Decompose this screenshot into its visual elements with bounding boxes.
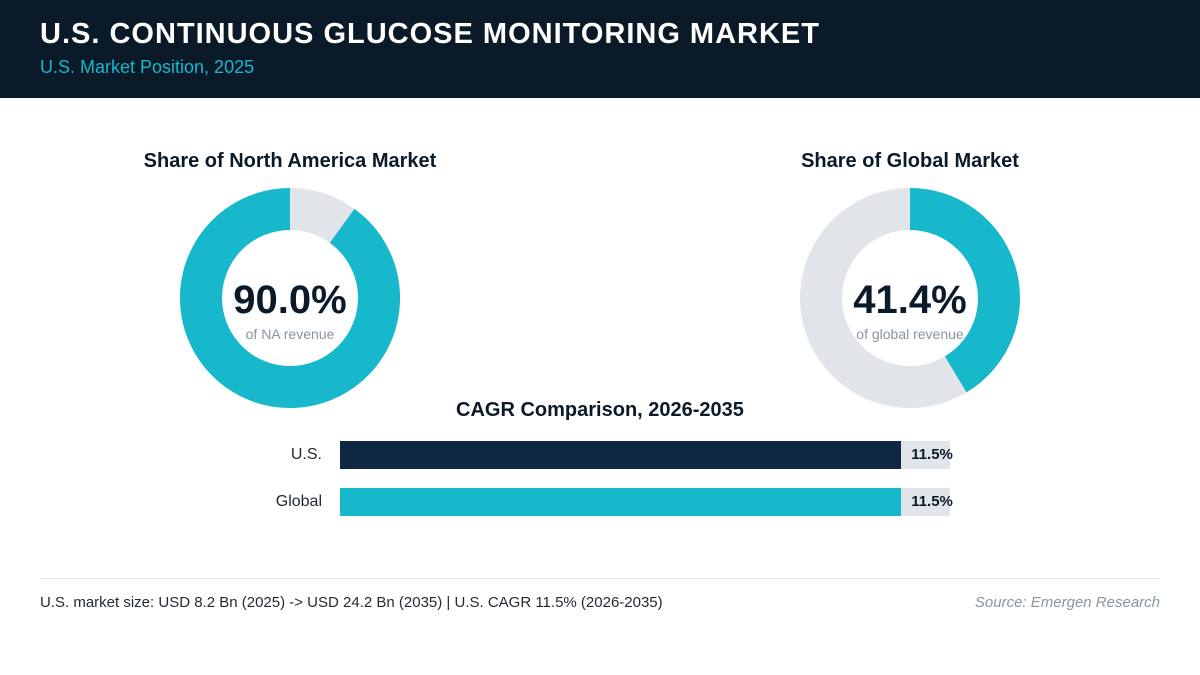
footer-divider: [40, 578, 1160, 579]
global-share-title: Share of Global Market: [801, 150, 1019, 172]
cagr-chart-title: CAGR Comparison, 2026-2035: [456, 399, 744, 421]
cagr-bar-value-us: 11.5%: [911, 446, 953, 463]
cagr-bar-value-global: 11.5%: [911, 493, 953, 510]
cagr-bar-us: [340, 441, 902, 469]
cagr-bar-track-us: 11.5%: [340, 441, 953, 469]
global-share-caption: of global revenue: [856, 326, 964, 342]
page-subtitle: U.S. Market Position, 2025: [40, 57, 255, 77]
footer-source: Source: Emergen Research: [974, 594, 1160, 611]
global-share-donut: [800, 188, 1020, 408]
na-share-caption: of NA revenue: [245, 326, 335, 342]
na-share-chart: Share of North America Market 90.0% of N…: [90, 150, 490, 408]
page-title: U.S. CONTINUOUS GLUCOSE MONITORING MARKE…: [40, 18, 820, 50]
na-share-slice: [180, 188, 400, 408]
footer-note: U.S. market size: USD 8.2 Bn (2025) -> U…: [40, 594, 663, 611]
global-share-value: 41.4%: [853, 278, 967, 322]
na-share-title: Share of North America Market: [143, 150, 437, 172]
cagr-bar-global: [340, 488, 902, 516]
cagr-bar-row-global: Global 11.5%: [0, 488, 1200, 516]
na-share-donut: [180, 188, 400, 408]
cagr-bar-row-us: U.S. 11.5%: [0, 441, 1200, 469]
na-share-value: 90.0%: [233, 278, 347, 322]
cagr-bar-label-us: U.S.: [290, 446, 322, 463]
cagr-bar-track-global: 11.5%: [340, 488, 953, 516]
header-bar: U.S. CONTINUOUS GLUCOSE MONITORING MARKE…: [0, 0, 1200, 98]
global-share-slice: [800, 188, 1020, 408]
cagr-bar-label-global: Global: [275, 493, 322, 510]
global-share-chart: Share of Global Market 41.4% of global r…: [710, 150, 1110, 408]
